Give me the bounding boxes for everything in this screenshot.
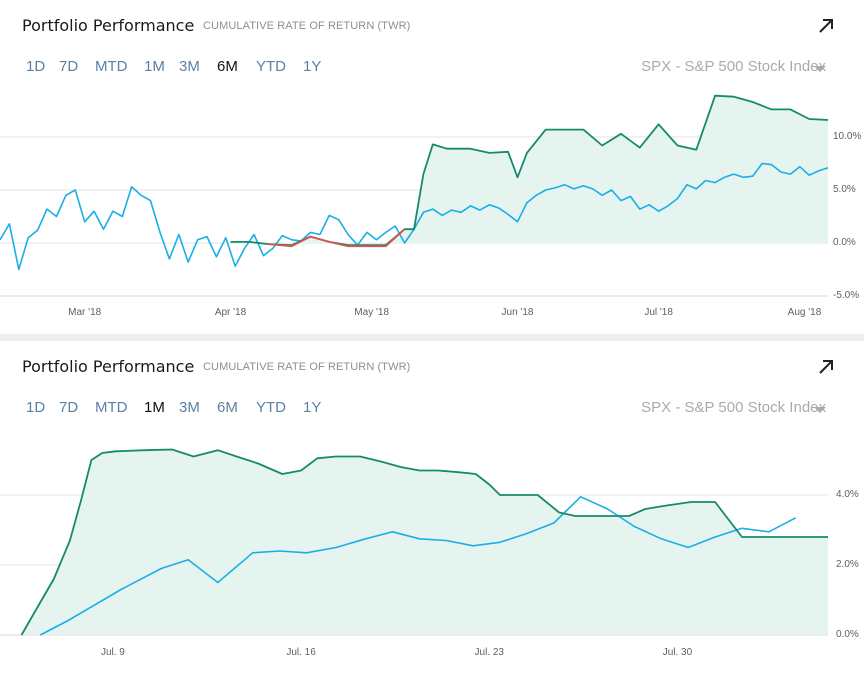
y-tick-label: 10.0% [833, 131, 861, 142]
range-7d[interactable]: 7D [59, 399, 79, 416]
arrow-up-right-icon[interactable] [816, 357, 836, 377]
y-tick-label: 5.0% [833, 184, 856, 195]
benchmark-line [39, 496, 797, 636]
range-1d[interactable]: 1D [26, 399, 46, 416]
x-tick-label: Jul. 16 [286, 647, 316, 658]
portfolio-line [20, 448, 828, 636]
arrow-up-right-icon[interactable] [816, 16, 836, 36]
caret-down-icon[interactable] [814, 66, 826, 72]
x-tick-label: Jun '18 [502, 307, 534, 318]
range-ytd[interactable]: YTD [256, 399, 286, 416]
panel-subtitle: CUMULATIVE RATE OF RETURN (TWR) [203, 20, 411, 32]
range-ytd[interactable]: YTD [256, 58, 286, 75]
range-7d[interactable]: 7D [59, 58, 79, 75]
range-1d[interactable]: 1D [26, 58, 46, 75]
panel-title: Portfolio Performance [22, 16, 195, 35]
range-6m[interactable]: 6M [217, 58, 238, 75]
range-1m[interactable]: 1M [144, 399, 165, 416]
x-tick-label: Jul. 9 [101, 647, 125, 658]
chart-1m: 4.0% 2.0% 0.0% Jul. 9 Jul. 16 Jul. 23 Jul. 30 [0, 448, 859, 658]
performance-panel-6m: Portfolio Performance CUMULATIVE RATE OF… [0, 0, 864, 334]
range-1y[interactable]: 1Y [303, 399, 322, 416]
x-tick-label: Aug '18 [788, 307, 822, 318]
y-tick-label: 0.0% [833, 237, 856, 248]
range-3m[interactable]: 3M [179, 399, 200, 416]
benchmark-select[interactable]: SPX - S&P 500 Stock Index [641, 58, 826, 75]
y-tick-label: 4.0% [836, 489, 859, 500]
y-tick-label: 0.0% [836, 629, 859, 640]
y-tick-label: 2.0% [836, 559, 859, 570]
portfolio-area [230, 95, 828, 246]
portfolio-area [21, 449, 828, 635]
range-mtd[interactable]: MTD [95, 399, 128, 416]
y-tick-label: -5.0% [833, 290, 859, 301]
range-6m[interactable]: 6M [217, 399, 238, 416]
x-tick-label: May '18 [354, 307, 389, 318]
x-tick-label: Jul. 30 [663, 647, 693, 658]
panel-subtitle: CUMULATIVE RATE OF RETURN (TWR) [203, 361, 411, 373]
chart-6m: 10.0% 5.0% 0.0% -5.0% Mar '18 Apr '18 May '18 J… [0, 94, 861, 318]
caret-down-icon[interactable] [814, 407, 826, 413]
x-tick-label: Mar '18 [68, 307, 101, 318]
range-1y[interactable]: 1Y [303, 58, 322, 75]
x-tick-label: Jul '18 [644, 307, 673, 318]
range-3m[interactable]: 3M [179, 58, 200, 75]
benchmark-select[interactable]: SPX - S&P 500 Stock Index [641, 399, 826, 416]
x-tick-label: Apr '18 [215, 307, 247, 318]
x-tick-label: Jul. 23 [475, 647, 505, 658]
range-1m[interactable]: 1M [144, 58, 165, 75]
portfolio-negative-line [268, 228, 406, 248]
panel-title: Portfolio Performance [22, 357, 195, 376]
range-mtd[interactable]: MTD [95, 58, 128, 75]
performance-panel-1m: Portfolio Performance CUMULATIVE RATE OF… [0, 341, 864, 676]
